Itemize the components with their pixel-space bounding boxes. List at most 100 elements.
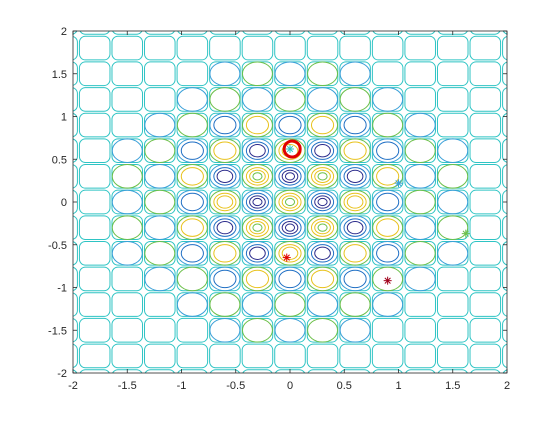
contour-cell bbox=[210, 0, 241, 9]
contour-cell bbox=[502, 189, 507, 215]
contour-cell bbox=[535, 165, 560, 189]
contour-cell bbox=[112, 0, 143, 9]
contour-cell bbox=[535, 62, 560, 86]
contour-level bbox=[180, 141, 204, 160]
contour-level bbox=[176, 292, 208, 317]
contour-level bbox=[404, 266, 436, 292]
contour-cell bbox=[436, 343, 469, 369]
contour-level bbox=[241, 189, 273, 215]
contour-level bbox=[274, 112, 306, 138]
contour-level bbox=[372, 189, 404, 215]
contour-cell bbox=[502, 164, 507, 189]
contour-level bbox=[307, 317, 339, 343]
contour-level bbox=[245, 192, 270, 212]
contour-cell bbox=[371, 343, 404, 369]
contour-level bbox=[176, 189, 208, 215]
contour-cell bbox=[436, 292, 469, 317]
contour-level bbox=[209, 317, 241, 343]
contour-level bbox=[252, 223, 263, 232]
contour-cell bbox=[372, 31, 403, 35]
contour-level bbox=[278, 218, 302, 237]
contour-cell bbox=[78, 343, 111, 369]
contour-cell bbox=[535, 293, 560, 317]
marker-red-circle bbox=[282, 139, 302, 159]
contour-level bbox=[404, 189, 436, 215]
contour-level bbox=[307, 266, 339, 292]
contour-cell bbox=[47, 395, 78, 419]
y-tick-label: 1.5 bbox=[52, 69, 67, 81]
contour-cell bbox=[502, 343, 507, 369]
contour-level bbox=[284, 223, 296, 232]
contour-cell bbox=[73, 318, 78, 343]
contour-cell bbox=[405, 0, 436, 9]
contour-level bbox=[241, 266, 273, 292]
contour-level bbox=[314, 246, 331, 260]
contour-cell bbox=[78, 240, 111, 266]
contour-level bbox=[213, 218, 237, 237]
contour-level bbox=[180, 218, 204, 237]
contour-level bbox=[274, 215, 306, 240]
contour-level bbox=[339, 215, 371, 240]
contour-cell bbox=[469, 61, 502, 87]
contour-cell bbox=[469, 35, 502, 61]
contour-level bbox=[278, 167, 302, 186]
contour-cell bbox=[144, 292, 176, 317]
contour-cell bbox=[404, 87, 436, 112]
contour-cell bbox=[469, 317, 502, 343]
contour-cell bbox=[372, 395, 403, 419]
contour-cell bbox=[14, 370, 45, 394]
contour-level bbox=[274, 241, 306, 266]
contour-level bbox=[317, 197, 328, 207]
contour-cell bbox=[307, 369, 338, 373]
x-tick-label: 1.5 bbox=[445, 380, 460, 392]
contour-cell bbox=[535, 139, 560, 163]
contour-level bbox=[216, 195, 234, 209]
contour-cell bbox=[405, 395, 436, 419]
contour-cell bbox=[502, 61, 507, 86]
contour-cell bbox=[14, 0, 45, 9]
contour-cell bbox=[78, 317, 111, 343]
contour-cell bbox=[144, 343, 176, 369]
contour-cell bbox=[502, 138, 507, 163]
contour-cell bbox=[14, 11, 45, 35]
contour-level bbox=[180, 244, 204, 263]
contour-cell bbox=[14, 344, 45, 368]
contour-cell bbox=[73, 266, 78, 292]
contour-cell bbox=[14, 165, 45, 189]
contour-cell bbox=[306, 35, 339, 61]
contour-cell bbox=[404, 35, 436, 61]
contour-level bbox=[346, 169, 364, 184]
contour-cell bbox=[469, 343, 502, 369]
contour-cell bbox=[339, 35, 371, 61]
contour-cell bbox=[14, 190, 45, 214]
y-tick-label: -1 bbox=[57, 283, 67, 295]
contour-level bbox=[376, 167, 400, 186]
contour-level bbox=[339, 112, 371, 138]
contour-cell bbox=[176, 343, 209, 369]
contour-level bbox=[339, 164, 371, 189]
contour-cell bbox=[502, 215, 507, 240]
contour-level bbox=[339, 292, 371, 317]
contour-level bbox=[314, 195, 331, 209]
contour-level bbox=[339, 317, 371, 343]
contour-level bbox=[249, 169, 266, 184]
x-tick-label: 1 bbox=[395, 380, 401, 392]
contour-cell bbox=[469, 164, 502, 189]
contour-cell bbox=[469, 87, 502, 112]
contour-level bbox=[404, 215, 436, 240]
contour-cell bbox=[306, 343, 339, 369]
contour-cell bbox=[405, 369, 436, 373]
contour-level bbox=[274, 164, 306, 189]
contour-level bbox=[209, 61, 241, 87]
x-axis-ticks: -2 -1.5 -1 -0.5 0 0.5 1 1.5 2 bbox=[68, 31, 510, 392]
contour-cell bbox=[111, 343, 144, 369]
contour-level bbox=[339, 61, 371, 87]
y-tick-label: -1.5 bbox=[48, 325, 67, 337]
contour-level bbox=[372, 112, 404, 138]
contour-cell bbox=[112, 395, 143, 419]
contour-level bbox=[111, 241, 143, 266]
contour-cell bbox=[470, 369, 501, 373]
contour-level bbox=[343, 218, 367, 237]
contour-level bbox=[281, 195, 299, 209]
contour-cell bbox=[209, 343, 241, 369]
